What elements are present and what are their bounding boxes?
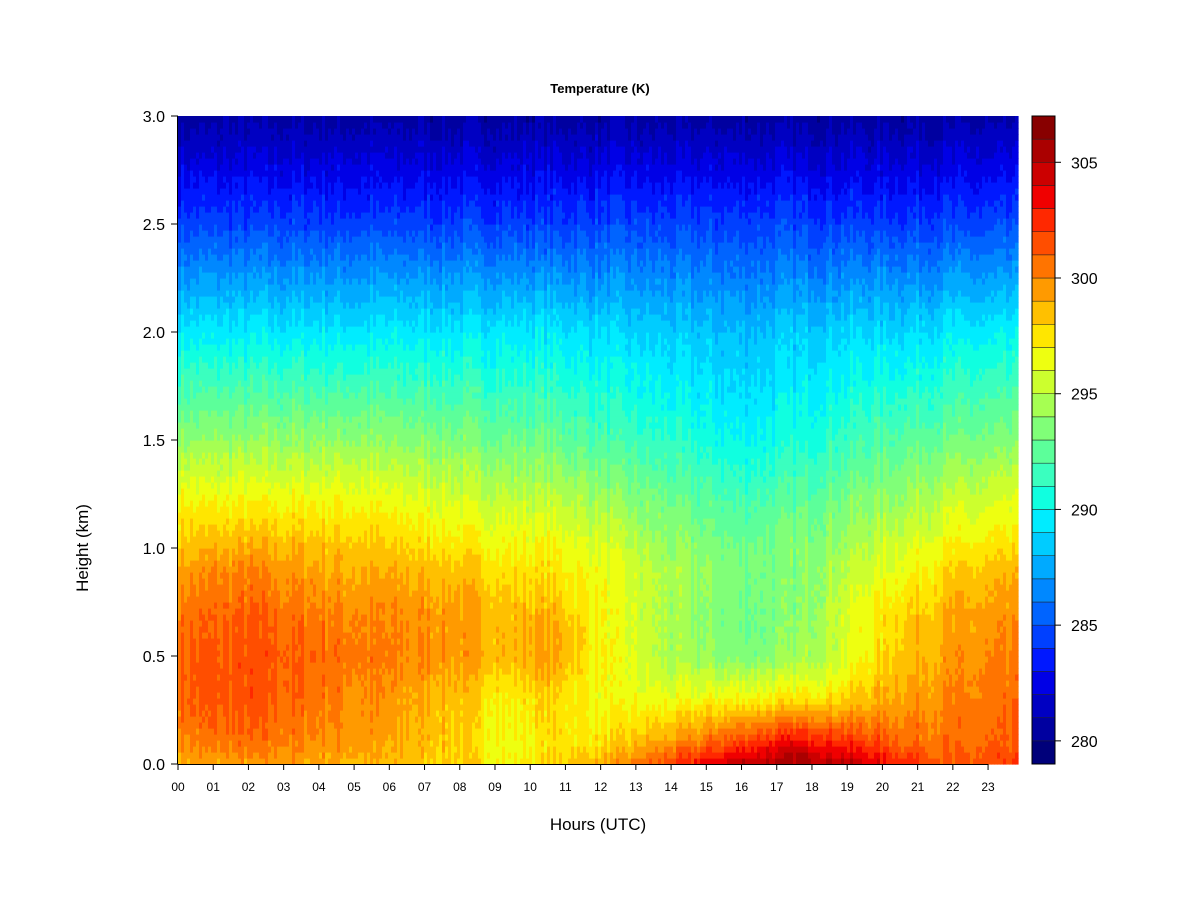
chart-title: Temperature (K) [550, 81, 649, 96]
heatmap-plot [178, 116, 1019, 765]
